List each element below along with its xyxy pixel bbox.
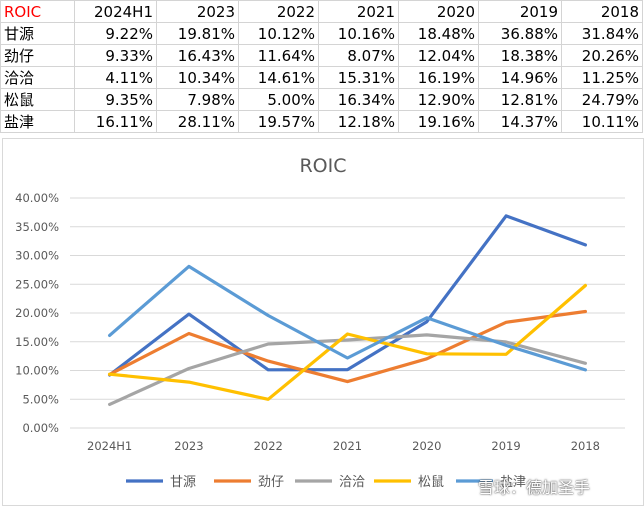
table-year-header: 2023 bbox=[156, 0, 239, 23]
table-row-label: 松鼠 bbox=[0, 88, 75, 111]
y-tick-label: 10.00% bbox=[15, 364, 59, 378]
table-cell: 9.33% bbox=[74, 44, 157, 67]
x-tick-label: 2018 bbox=[571, 439, 600, 453]
table-cell: 10.16% bbox=[318, 22, 399, 45]
table-cell: 28.11% bbox=[156, 110, 239, 133]
series-line-1 bbox=[107, 309, 588, 384]
table-cell: 8.07% bbox=[318, 44, 399, 67]
x-tick-label: 2024H1 bbox=[87, 439, 132, 453]
watermark-text: 雪球：德加圣手 bbox=[478, 478, 591, 497]
series-line-3 bbox=[107, 283, 588, 401]
table-cell: 19.81% bbox=[156, 22, 239, 45]
table-cell: 4.11% bbox=[74, 66, 157, 89]
y-tick-label: 0.00% bbox=[22, 421, 59, 435]
table-row: 洽洽 4.11% 10.34% 14.61% 15.31% 16.19% 14.96% 11.… bbox=[0, 66, 643, 89]
y-tick-label: 40.00% bbox=[15, 191, 59, 205]
table-cell: 20.26% bbox=[561, 44, 643, 67]
table-year-header: 2018 bbox=[561, 0, 643, 23]
table-cell: 16.11% bbox=[74, 110, 157, 133]
y-tick-label: 35.00% bbox=[15, 220, 59, 234]
table-row-label: 洽洽 bbox=[0, 66, 75, 89]
table-cell: 15.31% bbox=[318, 66, 399, 89]
table-cell: 7.98% bbox=[156, 88, 239, 111]
y-tick-label: 20.00% bbox=[15, 306, 59, 320]
table-cell: 31.84% bbox=[561, 22, 643, 45]
table-cell: 14.96% bbox=[478, 66, 562, 89]
table-row: 盐津 16.11% 28.11% 19.57% 12.18% 19.16% 14.37% 10… bbox=[0, 110, 643, 133]
table-header-row: ROIC 2024H1 2023 2022 2021 2020 2019 2018 bbox=[0, 0, 643, 23]
table-cell: 19.16% bbox=[398, 110, 479, 133]
roic-line-chart: ROIC 0.00% 5.00% 10.00% 15.00% 20.00% 25.00% 30… bbox=[15, 155, 625, 490]
table-cell: 10.12% bbox=[238, 22, 319, 45]
legend-label: 甘源 bbox=[170, 475, 196, 490]
table-row-label: 甘源 bbox=[0, 22, 75, 45]
x-tick-label: 2020 bbox=[412, 439, 441, 453]
table-row-label: 劲仔 bbox=[0, 44, 75, 67]
table-cell: 12.90% bbox=[398, 88, 479, 111]
table-cell: 36.88% bbox=[478, 22, 562, 45]
series-line-4 bbox=[107, 264, 588, 372]
series-line-0 bbox=[107, 214, 588, 377]
table-corner-label: ROIC bbox=[0, 0, 75, 23]
table-year-header: 2020 bbox=[398, 0, 479, 23]
table-cell: 5.00% bbox=[238, 88, 319, 111]
table-cell: 12.04% bbox=[398, 44, 479, 67]
table-year-header: 2021 bbox=[318, 0, 399, 23]
table-year-header: 2022 bbox=[238, 0, 319, 23]
table-cell: 16.19% bbox=[398, 66, 479, 89]
legend-label: 盐津 bbox=[500, 475, 526, 490]
table-year-header: 2024H1 bbox=[74, 0, 157, 23]
y-tick-label: 15.00% bbox=[15, 335, 59, 349]
table-row: 松鼠 9.35% 7.98% 5.00% 16.34% 12.90% 12.81% 24.79… bbox=[0, 88, 643, 111]
legend-label: 劲仔 bbox=[258, 475, 284, 490]
table-cell: 24.79% bbox=[561, 88, 643, 111]
table-cell: 11.64% bbox=[238, 44, 319, 67]
chart-title: ROIC bbox=[299, 155, 346, 177]
legend-label: 洽洽 bbox=[339, 475, 365, 490]
data-table: ROIC 2024H1 2023 2022 2021 2020 2019 2018 甘源 9.22… bbox=[0, 0, 643, 133]
table-row: 甘源 9.22% 19.81% 10.12% 10.16% 18.48% 36.88% 31.… bbox=[0, 22, 643, 45]
y-tick-label: 30.00% bbox=[15, 249, 59, 263]
table-cell: 10.11% bbox=[561, 110, 643, 133]
x-tick-label: 2023 bbox=[174, 439, 203, 453]
table-row: 劲仔 9.33% 16.43% 11.64% 8.07% 12.04% 18.38% 20.2… bbox=[0, 44, 643, 67]
table-cell: 19.57% bbox=[238, 110, 319, 133]
table-cell: 14.37% bbox=[478, 110, 562, 133]
table-cell: 12.18% bbox=[318, 110, 399, 133]
x-tick-label: 2019 bbox=[491, 439, 520, 453]
table-cell: 9.22% bbox=[74, 22, 157, 45]
y-tick-label: 5.00% bbox=[22, 392, 59, 406]
table-cell: 11.25% bbox=[561, 66, 643, 89]
chart-area: ROIC 0.00% 5.00% 10.00% 15.00% 20.00% 25.00% 30… bbox=[2, 138, 644, 506]
table-year-header: 2019 bbox=[478, 0, 562, 23]
table-cell: 16.34% bbox=[318, 88, 399, 111]
x-tick-label: 2021 bbox=[333, 439, 362, 453]
table-row-label: 盐津 bbox=[0, 110, 75, 133]
table-cell: 18.38% bbox=[478, 44, 562, 67]
x-tick-label: 2022 bbox=[254, 439, 283, 453]
table-cell: 18.48% bbox=[398, 22, 479, 45]
table-cell: 10.34% bbox=[156, 66, 239, 89]
table-cell: 14.61% bbox=[238, 66, 319, 89]
table-cell: 16.43% bbox=[156, 44, 239, 67]
table-cell: 9.35% bbox=[74, 88, 157, 111]
y-tick-label: 25.00% bbox=[15, 277, 59, 291]
legend-label: 松鼠 bbox=[418, 475, 444, 490]
series-line-2 bbox=[107, 333, 588, 406]
table-cell: 12.81% bbox=[478, 88, 562, 111]
